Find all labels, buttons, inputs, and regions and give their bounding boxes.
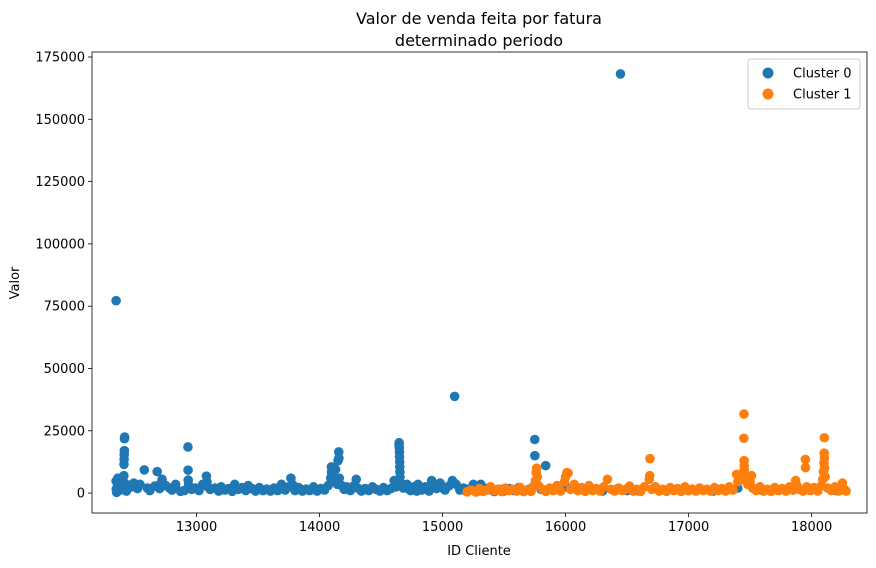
- legend-label-cluster-0: Cluster 0: [793, 67, 852, 82]
- data-point: [841, 486, 851, 496]
- data-point: [529, 434, 540, 445]
- data-point: [119, 470, 129, 481]
- plot-area: [111, 69, 851, 498]
- y-tick-label: 75000: [44, 300, 85, 315]
- y-tick-label: 50000: [44, 362, 85, 377]
- x-tick-label: 15000: [422, 520, 463, 535]
- x-tick-label: 18000: [791, 520, 832, 535]
- data-point: [119, 445, 130, 456]
- legend: Cluster 0 Cluster 1: [747, 58, 861, 110]
- data-point: [819, 432, 830, 443]
- x-axis: 13000 14000 15000 16000 17000 18000: [176, 513, 832, 535]
- x-tick-label: 13000: [176, 520, 217, 535]
- data-point: [449, 391, 460, 402]
- data-point: [563, 468, 573, 478]
- data-point: [639, 482, 650, 492]
- y-tick-label: 0: [77, 487, 85, 502]
- series-cluster-1: [462, 409, 851, 497]
- data-point: [800, 454, 811, 465]
- data-point: [645, 453, 655, 464]
- y-axis: 0 25000 50000 75000 100000 125000 150000 175000: [35, 50, 92, 502]
- y-axis-label: Valor: [8, 266, 23, 299]
- data-point: [602, 474, 613, 485]
- data-point: [644, 470, 655, 481]
- data-point: [135, 479, 145, 490]
- data-point: [152, 466, 162, 477]
- data-point: [351, 474, 362, 485]
- y-tick-label: 100000: [35, 237, 85, 252]
- x-tick-label: 16000: [545, 520, 586, 535]
- data-point: [532, 472, 543, 482]
- data-point: [330, 464, 341, 475]
- x-tick-label: 14000: [299, 520, 340, 535]
- data-point: [739, 464, 750, 475]
- x-axis-label: ID Cliente: [447, 544, 511, 559]
- legend-marker-cluster-1: [762, 88, 774, 100]
- data-point: [530, 450, 540, 461]
- data-point: [531, 463, 542, 473]
- data-point: [819, 453, 830, 463]
- data-point: [334, 473, 345, 483]
- data-point: [540, 460, 551, 471]
- legend-marker-cluster-0: [762, 67, 774, 79]
- data-point: [746, 470, 757, 481]
- data-point: [334, 453, 344, 463]
- data-point: [800, 462, 811, 473]
- data-point: [615, 69, 626, 79]
- data-point: [183, 465, 193, 475]
- data-point: [819, 463, 830, 473]
- data-point: [119, 432, 130, 442]
- data-point: [183, 442, 193, 452]
- chart-title-line-1: Valor de venda feita por fatura: [356, 9, 602, 28]
- data-point: [728, 485, 738, 495]
- data-point: [739, 409, 749, 419]
- legend-box: [747, 58, 861, 110]
- data-point: [598, 482, 609, 492]
- plot-frame: [91, 51, 868, 514]
- y-tick-label: 150000: [35, 113, 85, 128]
- y-tick-label: 175000: [35, 50, 85, 65]
- data-point: [739, 433, 749, 444]
- data-point: [170, 479, 181, 490]
- data-point: [555, 486, 566, 496]
- y-tick-label: 125000: [35, 175, 85, 190]
- series-cluster-0: [111, 69, 842, 498]
- data-point: [820, 472, 830, 482]
- x-tick-label: 17000: [668, 520, 709, 535]
- data-point: [139, 465, 150, 475]
- data-point: [111, 295, 121, 306]
- legend-label-cluster-1: Cluster 1: [793, 88, 852, 103]
- y-tick-label: 25000: [44, 424, 85, 439]
- chart-title-line-2: determinado periodo: [395, 31, 563, 50]
